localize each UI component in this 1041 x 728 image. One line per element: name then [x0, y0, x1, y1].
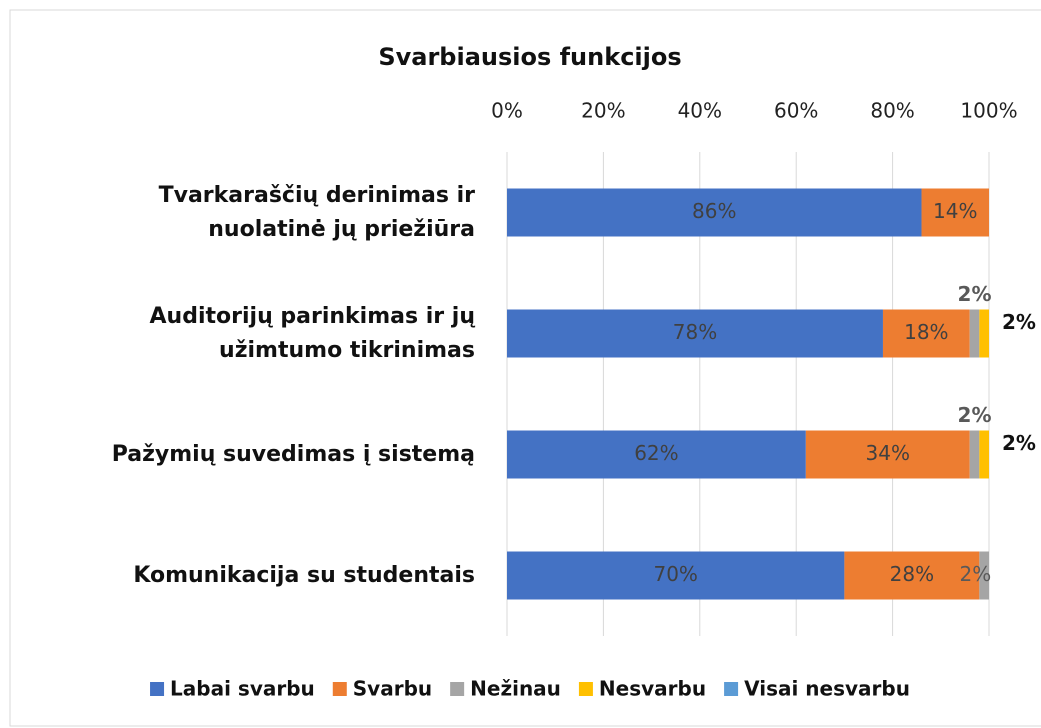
bar-segment	[507, 188, 922, 237]
legend-swatch	[332, 682, 347, 696]
bar-segment	[507, 309, 883, 358]
legend-label: Nesvarbu	[599, 677, 706, 701]
data-label: 2%	[958, 282, 992, 306]
x-tick-label: 0%	[491, 99, 523, 123]
legend-label: Svarbu	[353, 677, 432, 701]
bar-segment	[969, 430, 980, 479]
chart-title: Svarbiausios funkcijos	[378, 43, 681, 71]
data-label: 18%	[904, 320, 948, 344]
category-label: Pažymių suvedimas į sistemą	[111, 441, 475, 467]
bar-segment	[969, 309, 980, 358]
data-label: 78%	[673, 320, 717, 344]
legend-label: Labai svarbu	[170, 677, 315, 701]
bar-segment	[979, 551, 989, 600]
bar-segment	[507, 551, 845, 600]
data-label: 86%	[692, 199, 736, 223]
chart-frame	[9, 9, 1041, 727]
data-label: 2%	[1002, 431, 1036, 455]
legend-swatch	[724, 682, 739, 696]
bar-segment	[882, 309, 970, 358]
legend-swatch	[450, 682, 465, 696]
x-tick-label: 20%	[581, 99, 625, 123]
legend-swatch	[150, 682, 165, 696]
category-label: Auditorijų parinkimas ir jų užimtumo tik…	[149, 303, 475, 363]
data-label: 14%	[933, 199, 977, 223]
data-label: 28%	[890, 562, 934, 586]
legend: Labai svarbu Svarbu Nežinau Nesvarbu Visai n…	[150, 677, 910, 701]
bar-segment	[921, 188, 989, 237]
x-tick-label: 40%	[678, 99, 722, 123]
bar-segment	[979, 430, 989, 479]
legend-label: Visai nesvarbu	[744, 677, 910, 701]
category-label: Tvarkaraščių derinimas ir nuolatinė jų p…	[158, 182, 475, 242]
bar-segment	[507, 430, 806, 479]
x-tick-label: 80%	[870, 99, 914, 123]
data-label: 2%	[1002, 310, 1036, 334]
data-label: 2%	[959, 562, 991, 586]
data-label: 62%	[634, 441, 678, 465]
data-label: 34%	[866, 441, 910, 465]
bar-segment	[979, 309, 989, 358]
x-tick-label: 60%	[774, 99, 818, 123]
data-label: 2%	[958, 403, 992, 427]
x-tick-label: 100%	[960, 99, 1017, 123]
category-label: Komunikacija su studentais	[133, 562, 475, 588]
legend-swatch	[578, 682, 593, 696]
data-label: 70%	[653, 562, 697, 586]
bar-segment	[844, 551, 980, 600]
bar-segment	[805, 430, 970, 479]
legend-label: Nežinau	[470, 677, 561, 701]
